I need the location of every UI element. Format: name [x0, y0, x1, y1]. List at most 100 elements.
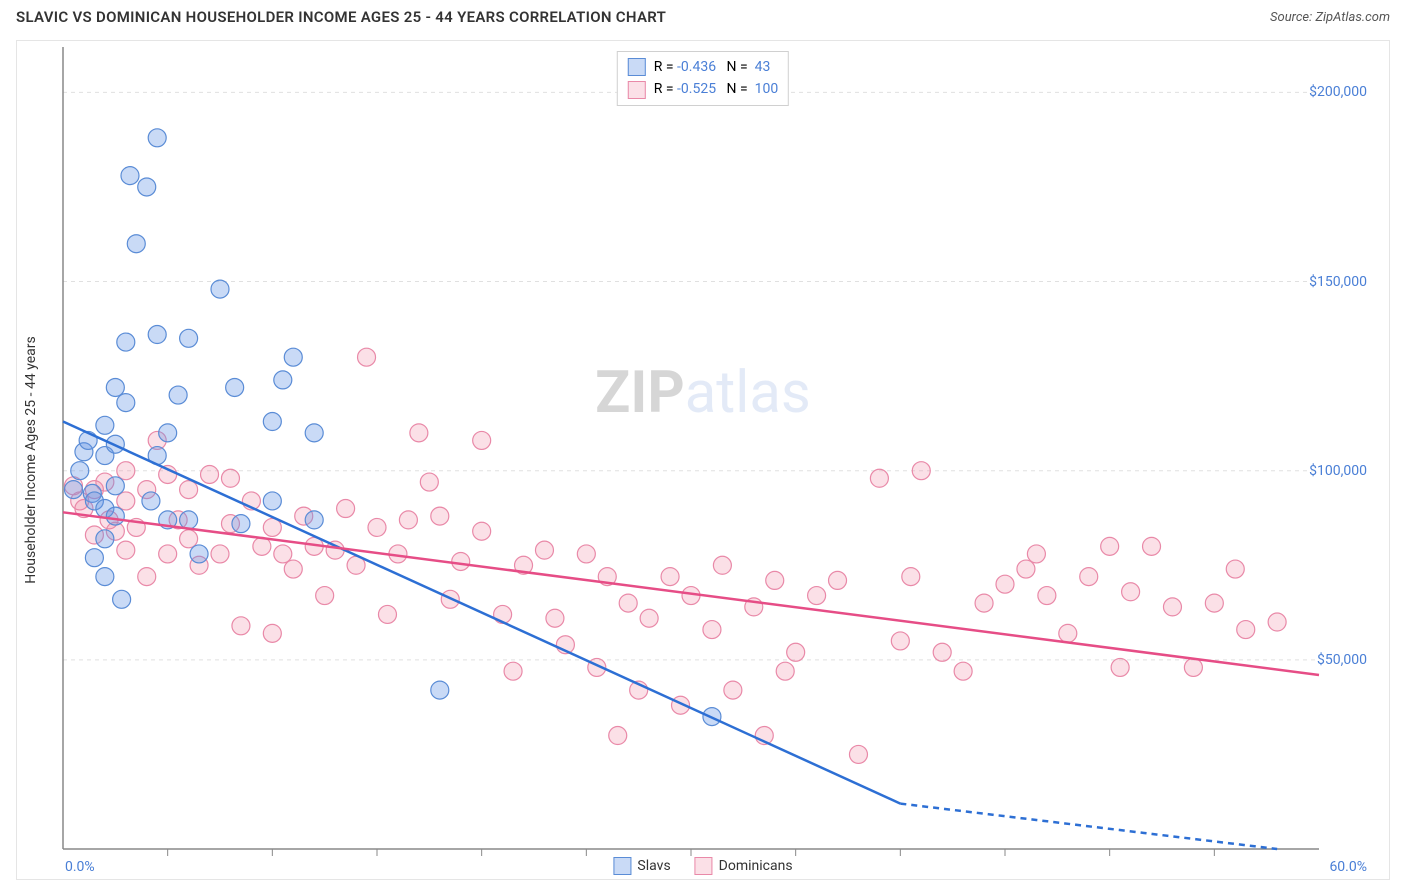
- data-point: [766, 571, 784, 589]
- scatter-chart: [17, 41, 1389, 879]
- data-point: [138, 568, 156, 586]
- x-axis-min-label: 0.0%: [65, 859, 95, 875]
- data-point: [232, 515, 250, 533]
- y-axis-label: Householder Income Ages 25 - 44 years: [23, 336, 39, 583]
- data-point: [975, 594, 993, 612]
- data-point: [96, 568, 114, 586]
- data-point: [431, 507, 449, 525]
- data-point: [1184, 658, 1202, 676]
- y-tick-label: $200,000: [1309, 84, 1367, 100]
- data-point: [640, 609, 658, 627]
- data-point: [1143, 537, 1161, 555]
- y-tick-label: $150,000: [1309, 274, 1367, 290]
- data-point: [996, 575, 1014, 593]
- data-point: [546, 609, 564, 627]
- data-point: [117, 394, 135, 412]
- data-point: [420, 473, 438, 491]
- data-point: [232, 617, 250, 635]
- data-point: [609, 727, 627, 745]
- data-point: [1122, 583, 1140, 601]
- data-point: [106, 477, 124, 495]
- data-point: [473, 522, 491, 540]
- data-point: [274, 371, 292, 389]
- data-point: [148, 129, 166, 147]
- data-point: [305, 424, 323, 442]
- x-axis-max-label: 60.0%: [1329, 859, 1367, 875]
- data-point: [954, 662, 972, 680]
- chart-container: Householder Income Ages 25 - 44 years ZI…: [16, 40, 1390, 880]
- data-point: [1080, 568, 1098, 586]
- data-point: [221, 469, 239, 487]
- data-point: [96, 416, 114, 434]
- data-point: [452, 552, 470, 570]
- data-point: [1205, 594, 1223, 612]
- data-point: [284, 560, 302, 578]
- data-point: [849, 745, 867, 763]
- data-point: [106, 507, 124, 525]
- data-point: [190, 545, 208, 563]
- data-point: [117, 333, 135, 351]
- data-point: [776, 662, 794, 680]
- data-point: [535, 541, 553, 559]
- data-point: [180, 329, 198, 347]
- data-point: [169, 386, 187, 404]
- data-point: [1027, 545, 1045, 563]
- data-point: [117, 541, 135, 559]
- data-point: [1226, 560, 1244, 578]
- data-point: [121, 167, 139, 185]
- data-point: [71, 462, 89, 480]
- data-point: [787, 643, 805, 661]
- chart-title: SLAVIC VS DOMINICAN HOUSEHOLDER INCOME A…: [16, 8, 666, 26]
- data-point: [274, 545, 292, 563]
- legend-swatch: [613, 857, 631, 875]
- data-point: [159, 545, 177, 563]
- data-point: [1111, 658, 1129, 676]
- legend-row: R = -0.525 N = 100: [628, 78, 778, 100]
- data-point: [1268, 613, 1286, 631]
- data-point: [891, 632, 909, 650]
- data-point: [142, 492, 160, 510]
- data-point: [473, 431, 491, 449]
- data-point: [263, 492, 281, 510]
- data-point: [337, 500, 355, 518]
- data-point: [431, 681, 449, 699]
- y-tick-label: $50,000: [1317, 652, 1367, 668]
- correlation-legend: R = -0.436 N = 43 R = -0.525 N = 100: [617, 51, 789, 106]
- trend-line-extrapolated: [900, 804, 1277, 849]
- data-point: [180, 530, 198, 548]
- data-point: [902, 568, 920, 586]
- data-point: [284, 348, 302, 366]
- data-point: [316, 587, 334, 605]
- data-point: [870, 469, 888, 487]
- y-tick-label: $100,000: [1309, 463, 1367, 479]
- data-point: [808, 587, 826, 605]
- data-point: [912, 462, 930, 480]
- data-point: [703, 621, 721, 639]
- data-point: [305, 511, 323, 529]
- legend-row: R = -0.436 N = 43: [628, 56, 778, 78]
- data-point: [619, 594, 637, 612]
- trend-line: [63, 422, 900, 804]
- data-point: [117, 462, 135, 480]
- legend-item: Slavs: [613, 857, 670, 875]
- data-point: [180, 511, 198, 529]
- data-point: [358, 348, 376, 366]
- data-point: [85, 549, 103, 567]
- source-credit: Source: ZipAtlas.com: [1270, 10, 1390, 25]
- legend-swatch: [695, 857, 713, 875]
- data-point: [211, 545, 229, 563]
- data-point: [64, 481, 82, 499]
- data-point: [829, 571, 847, 589]
- data-point: [159, 424, 177, 442]
- data-point: [138, 178, 156, 196]
- data-point: [1163, 598, 1181, 616]
- legend-item: Dominicans: [695, 857, 793, 875]
- series-legend: Slavs Dominicans: [613, 857, 792, 875]
- data-point: [201, 465, 219, 483]
- data-point: [148, 326, 166, 344]
- data-point: [211, 280, 229, 298]
- data-point: [410, 424, 428, 442]
- data-point: [263, 624, 281, 642]
- data-point: [1017, 560, 1035, 578]
- data-point: [724, 681, 742, 699]
